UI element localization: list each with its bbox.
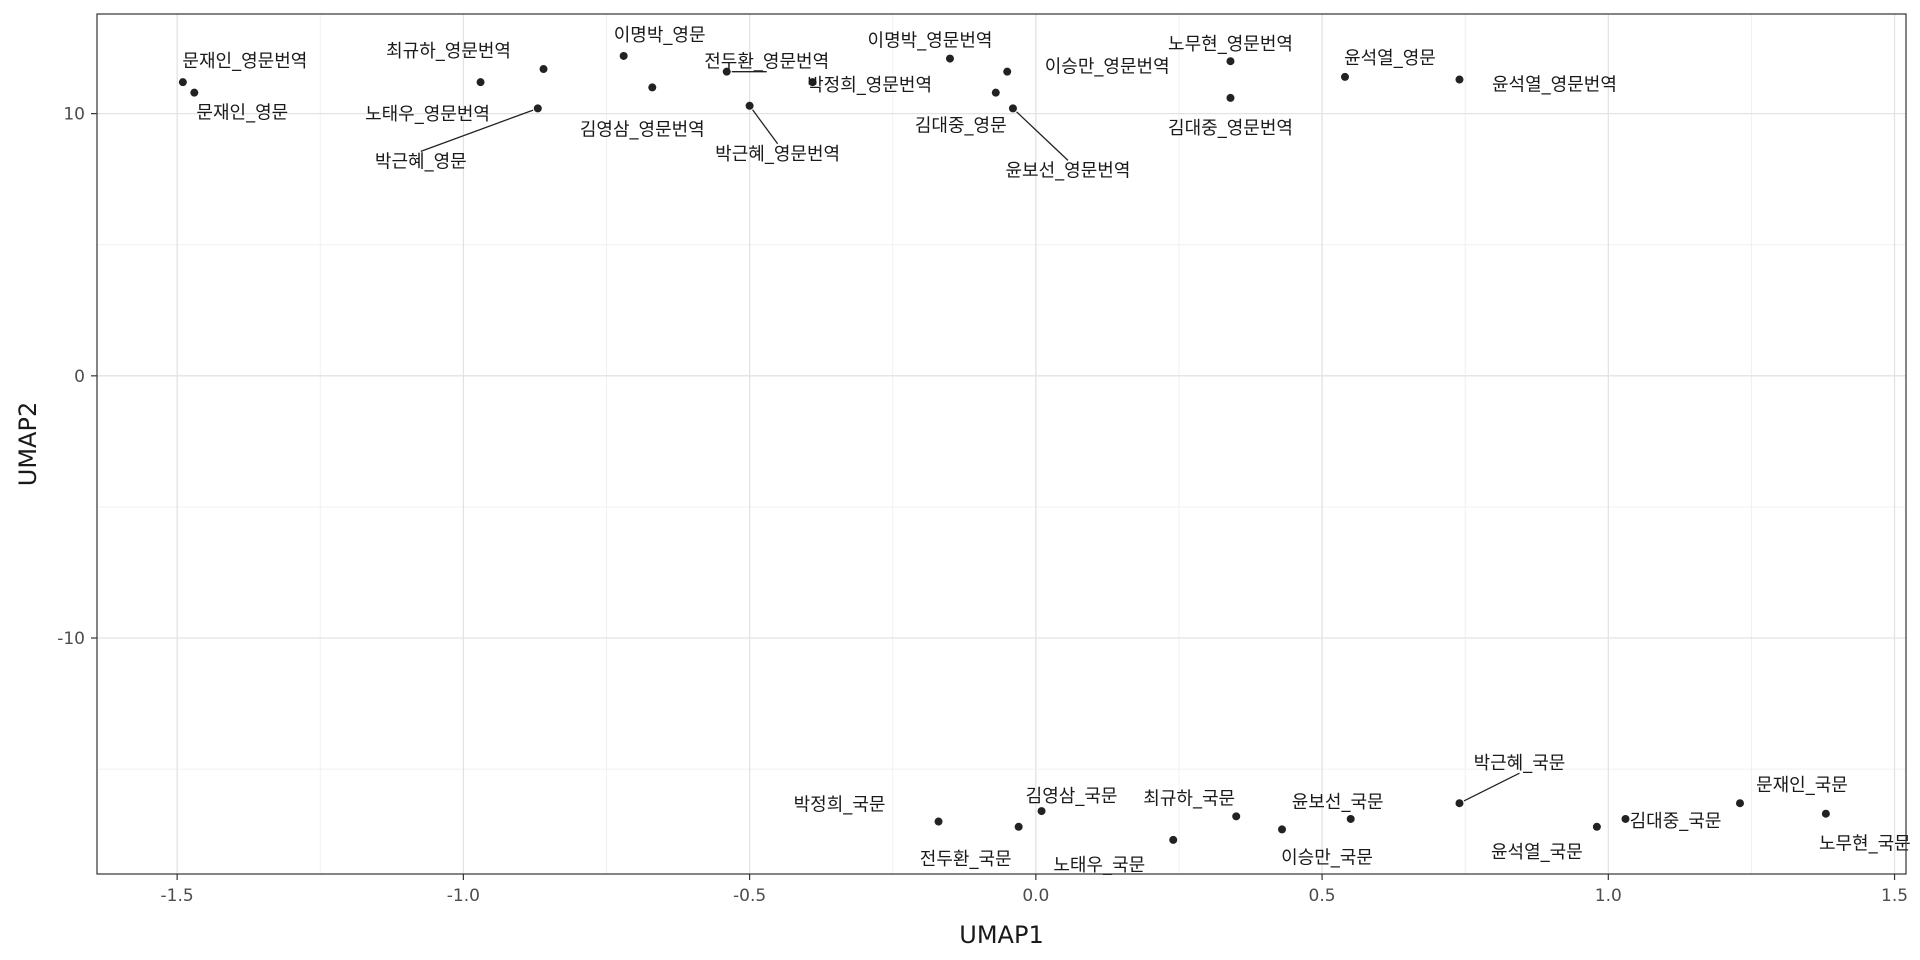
x-tick-label: 1.5 [1881,886,1908,906]
x-tick-label: 0.5 [1309,886,1336,906]
point-label: 윤석열_영문번역 [1492,75,1617,96]
x-axis-title: UMAP1 [959,921,1043,949]
point-label: 전두환_영문번역 [704,52,829,73]
data-point [1455,799,1464,808]
data-point [1037,807,1046,816]
point-label: 윤석열_국문 [1491,842,1583,863]
label-leader-lines [420,71,1520,802]
point-label: 박근혜_국문 [1474,753,1566,774]
label-leader-line [420,109,534,153]
y-axis-ticks: -10 0 10 [57,105,97,649]
data-point [178,78,187,87]
point-label: 이명박_영문 [614,25,706,46]
data-point [934,817,943,826]
data-point [539,65,548,74]
point-labels: 문재인_영문번역문재인_영문최규하_영문번역노태우_영문번역박근혜_영문김영삼_… [182,25,1910,876]
data-point [1232,812,1241,821]
x-tick-label: -1.0 [447,886,480,906]
data-point [1169,835,1178,844]
data-point [1592,822,1601,831]
point-label: 박정희_영문번역 [807,75,932,96]
data-point [1003,67,1012,76]
y-tick-label: 0 [74,367,85,387]
data-point [1621,814,1630,823]
point-label: 이승만_국문 [1281,847,1373,868]
point-label: 박근혜_영문번역 [715,144,840,165]
data-point [1735,799,1744,808]
y-tick-label: 10 [63,105,85,125]
x-tick-label: -1.5 [161,886,194,906]
data-point [1340,72,1349,81]
point-label: 노태우_국문 [1053,855,1145,876]
major-gridlines [97,14,1906,874]
point-label: 전두환_국문 [920,849,1012,870]
x-tick-label: 1.0 [1595,886,1622,906]
data-point [945,54,954,63]
point-label: 최규하_국문 [1143,788,1235,809]
minor-gridlines [97,14,1906,874]
label-leader-line [1016,111,1069,161]
panel-background [97,14,1906,874]
data-point [808,78,817,87]
point-label: 박근혜_영문 [375,151,467,172]
data-point [745,101,754,110]
data-point [1346,814,1355,823]
point-label: 노무현_국문 [1819,834,1911,855]
x-tick-label: -0.5 [733,886,766,906]
point-label: 이명박_영문번역 [868,31,993,52]
data-point [1821,809,1830,818]
data-point [722,67,731,76]
point-label: 문재인_국문 [1756,775,1848,796]
label-leader-line [1463,772,1520,802]
y-axis-title: UMAP2 [14,402,42,486]
data-point [1014,822,1023,831]
point-label: 최규하_영문번역 [386,41,511,62]
point-label: 윤보선_국문 [1292,792,1384,813]
panel-border [96,13,1907,875]
data-point [1008,104,1017,113]
point-label: 박정희_국문 [794,795,886,816]
data-point [476,78,485,87]
point-label: 김대중_국문 [1630,811,1722,832]
data-point [619,51,628,60]
data-point [190,88,199,97]
data-point [1455,75,1464,84]
data-point [1226,93,1235,102]
data-points [178,51,1830,844]
x-axis-ticks: -1.5 -1.0 -0.5 0.0 0.5 1.0 1.5 [161,874,1908,906]
point-label: 김대중_영문 [915,116,1007,137]
point-label: 문재인_영문번역 [182,51,307,72]
data-point [533,104,542,113]
label-leader-line [752,109,779,145]
data-point [648,83,657,92]
point-label: 노무현_영문번역 [1168,34,1293,55]
data-point [1278,825,1287,834]
point-label: 노태우_영문번역 [365,104,490,125]
point-label: 김영삼_국문 [1026,786,1118,807]
point-label: 윤석열_영문 [1344,48,1436,69]
data-point [991,88,1000,97]
data-point [1226,57,1235,66]
point-label: 윤보선_영문번역 [1005,160,1130,181]
point-label: 문재인_영문 [196,103,288,124]
point-label: 이승만_영문번역 [1045,57,1170,78]
x-tick-label: 0.0 [1022,886,1049,906]
point-label: 김대중_영문번역 [1168,118,1293,139]
y-tick-label: -10 [57,629,85,649]
point-label: 김영삼_영문번역 [580,119,705,140]
